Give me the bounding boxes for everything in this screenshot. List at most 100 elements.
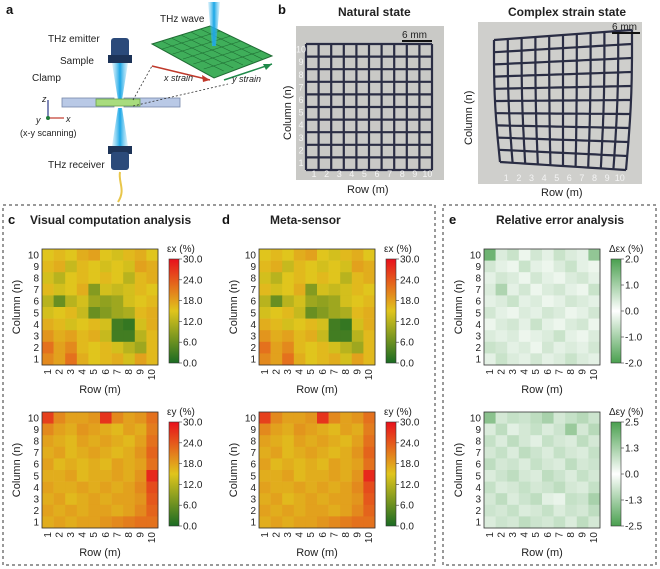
heatmap-cell xyxy=(495,504,508,517)
thz-emitter xyxy=(108,38,132,100)
heatmap-cell xyxy=(351,341,364,354)
heatmap-cell xyxy=(88,341,101,354)
heatmap-cell xyxy=(76,412,89,424)
heatmap-cell xyxy=(518,307,531,319)
heatmap-cell xyxy=(305,481,318,494)
x-tick-label: 2 xyxy=(496,369,507,375)
heatmap-cell xyxy=(305,446,318,459)
heatmap-cell xyxy=(553,493,566,506)
heatmap-cell xyxy=(270,272,283,285)
heatmap-cell xyxy=(282,341,295,354)
y-axis-label: Column (n) xyxy=(11,280,23,334)
heatmap-cell xyxy=(100,458,112,471)
heatmap-cell xyxy=(484,307,496,319)
heatmap-cell xyxy=(88,493,101,506)
heatmap-cell xyxy=(88,330,101,343)
heatmap-cell xyxy=(518,283,531,296)
heatmap-cell xyxy=(305,353,318,366)
y-tick-label: 2 xyxy=(33,343,39,354)
x-tick-label: 5 xyxy=(89,369,100,375)
heatmap-cell xyxy=(363,283,376,296)
heatmap-cell xyxy=(542,423,554,436)
heatmap-cell xyxy=(293,260,306,273)
heatmap-cell xyxy=(507,435,520,448)
heatmap-cell xyxy=(363,260,376,273)
heatmap-cell xyxy=(340,272,353,285)
heatmap-cell xyxy=(530,504,543,517)
heatmap-cell xyxy=(53,260,66,273)
x-tick-label: 6 xyxy=(101,532,112,538)
y-tick-label: 9 xyxy=(475,262,481,273)
heatmap-cell xyxy=(146,470,159,482)
y-axis-label: Column (n) xyxy=(228,443,240,497)
heatmap-cell xyxy=(259,470,271,482)
heatmap-cell xyxy=(42,283,54,296)
colorbar xyxy=(610,421,622,527)
heatmap-cell xyxy=(317,341,329,354)
heatmap-cell xyxy=(340,504,353,517)
heatmap-cell xyxy=(351,458,364,471)
heatmap-cell xyxy=(123,516,136,529)
heatmap-cell xyxy=(553,272,566,285)
heatmap-cell xyxy=(146,283,159,296)
y-tick-label: 1 xyxy=(250,355,256,366)
heatmap-cell xyxy=(146,481,159,494)
y-tick-label: 1 xyxy=(475,355,481,366)
heatmap-cell xyxy=(565,330,578,343)
heatmap-cell xyxy=(340,249,353,261)
panel-e-title: Relative error analysis xyxy=(496,213,624,227)
x-tick-label: 8 xyxy=(124,369,135,375)
heatmap-cell xyxy=(270,283,283,296)
heatmap-cell xyxy=(351,481,364,494)
heatmap-cell xyxy=(42,458,54,471)
x-axis-label: Row (m) xyxy=(79,547,121,559)
heatmap-frame xyxy=(258,248,376,366)
y-tick-label: 3 xyxy=(33,495,39,506)
heatmap-cell xyxy=(146,295,159,308)
complex-state-title: Complex strain state xyxy=(508,5,626,19)
y-tick-label: 10 xyxy=(28,250,40,261)
natural-column-number: 10 xyxy=(296,45,306,55)
heatmap-cell xyxy=(305,412,318,424)
x-tick-label: 10 xyxy=(364,532,375,544)
heatmap-cell xyxy=(328,249,341,261)
heatmap-cell xyxy=(100,423,112,436)
colorbar-tick-label: 0.0 xyxy=(400,522,414,533)
heatmap-cell xyxy=(282,295,295,308)
heatmap-cell xyxy=(530,446,543,459)
heatmap-cell xyxy=(507,481,520,494)
heatmap-cell xyxy=(542,307,554,319)
complex-row-number: 7 xyxy=(579,173,584,183)
heatmap-cell xyxy=(259,446,271,459)
heatmap-cell xyxy=(518,318,531,331)
heatmap-cell xyxy=(146,516,159,529)
heatmap-cell xyxy=(328,458,341,471)
y-tick-label: 2 xyxy=(250,343,256,354)
heatmap-cell xyxy=(123,446,136,459)
heatmap-cell xyxy=(530,283,543,296)
y-tick-label: 3 xyxy=(250,332,256,343)
heatmap-cell xyxy=(100,330,112,343)
heatmap-cell xyxy=(484,481,496,494)
heatmap-cell xyxy=(340,353,353,366)
colorbar-tick-label: 18.0 xyxy=(183,296,203,307)
heatmap-cell xyxy=(100,307,112,319)
natural-row-numbers: 1 2 3 4 5 6 7 8 9 10 xyxy=(311,169,432,179)
heatmap-cell xyxy=(259,412,271,424)
heatmap-cell xyxy=(565,295,578,308)
y-tick-label: 4 xyxy=(475,483,481,494)
heatmap-cell xyxy=(351,435,364,448)
colorbar-tick-label: 6.0 xyxy=(183,338,197,349)
heatmap-cell xyxy=(65,353,78,366)
heatmap-cell xyxy=(530,423,543,436)
heatmap-frame xyxy=(258,411,376,529)
heatmap-cell xyxy=(495,272,508,285)
x-tick-label: 9 xyxy=(136,369,147,375)
heatmap-cell xyxy=(363,493,376,506)
x-tick-label: 2 xyxy=(54,369,65,375)
mesh-strut xyxy=(495,112,631,116)
natural-column-number: 4 xyxy=(298,120,303,130)
